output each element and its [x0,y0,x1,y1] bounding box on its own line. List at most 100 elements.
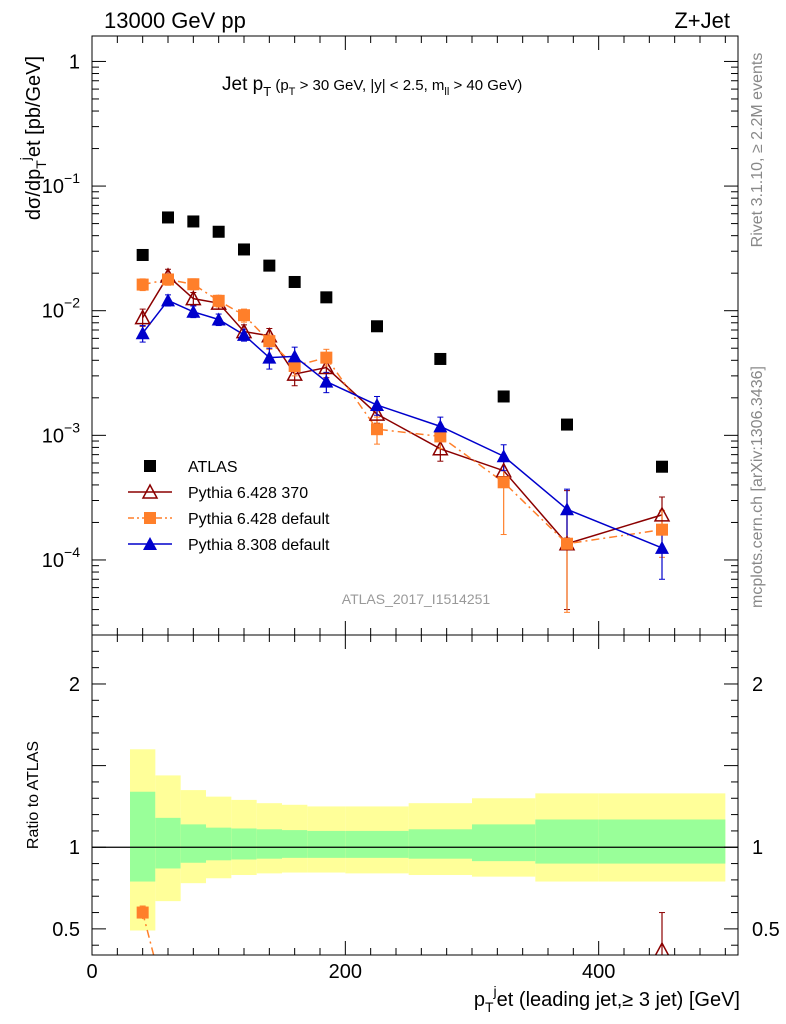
xlabel-main: p [474,989,485,1011]
uncertainty-band-green [598,819,726,864]
data-point-p6_370 [368,405,386,421]
ratio-point-p6_def [136,906,149,919]
data-point-atlas [288,275,301,288]
ratio-line-p6_def [141,912,155,955]
data-point-p6_370 [432,440,449,456]
y-tick-label-base: 10 [42,550,64,572]
data-point-p6_370 [318,358,335,375]
y-tick-label: 10−2 [42,295,80,323]
data-point-atlas [497,390,510,403]
title-cuts-sub: T [289,86,296,98]
uncertainty-band-green [155,817,181,869]
data-point-atlas [162,211,174,224]
uncertainty-band-green [282,830,308,858]
y-tick-label: 10−1 [42,170,80,198]
header-left: 13000 GeV pp [104,8,246,33]
xlabel-sub: T [485,999,494,1015]
data-point-p8_def [496,449,511,463]
data-point-p6_def [263,335,276,348]
data-point-p8_def [211,312,226,326]
data-point-p6_def [136,278,149,291]
data-point-atlas [212,225,225,238]
data-point-p6_def [371,423,383,436]
title-cuts-rest1: > 30 GeV, |y| < 2.5, m [295,77,444,94]
ratio-y-tick-label-right: 1 [752,837,763,859]
uncertainty-band-green [345,830,409,858]
data-point-p8_def [237,327,251,341]
legend-marker-p8_def [143,537,157,550]
y-tick-label-exp: −2 [64,295,80,311]
mcplots-label: mcplots.cern.ch [arXiv:1306.3436] [749,366,766,608]
data-point-p8_def [262,350,277,364]
x-tick-label: 200 [329,961,362,983]
title-main-sub: T [263,84,271,99]
y-tick-label-exp: −3 [64,419,80,435]
ratio-y-tick-label-left: 0.5 [52,919,80,941]
data-point-atlas [238,243,250,256]
data-point-atlas [656,460,668,473]
ylabel-main: dσ/dp [23,169,45,220]
rivet-label: Rivet 3.1.10, ≥ 2.2M events [749,53,766,248]
data-point-p6_def [434,430,447,443]
data-point-p8_def [560,502,574,516]
legend-label-p8_def: Pythia 8.308 default [188,537,330,554]
y-tick-label: 10−4 [42,544,80,572]
data-point-p6_def [162,273,174,286]
legend-marker-p6_370 [141,483,159,499]
data-point-atlas [263,259,276,272]
y-tick-label-exp: −1 [64,170,80,186]
data-point-atlas [187,215,200,228]
uncertainty-band-green [535,819,599,864]
data-point-atlas [371,320,383,333]
ratio-ylabel: Ratio to ATLAS [25,741,42,849]
main-title: Jet pT (pT > 30 GeV, |y| < 2.5, mll > 40… [222,74,522,99]
data-point-p6_def [288,360,301,373]
ratio-point-p6_370 [654,941,670,955]
data-point-p8_def [186,304,201,318]
legend-marker-atlas [144,460,156,472]
xlabel: pTjet (leading jet,≥ 3 jet) [GeV] [474,983,740,1015]
title-cuts-sub2: ll [444,86,449,98]
y-tick-label: 10−3 [42,419,80,447]
data-point-p6_def [187,278,200,291]
uncertainty-band-green [472,824,536,862]
ratio-y-tick-label-left: 1 [69,837,80,859]
xlabel-sup: j [493,983,497,999]
legend-label-p6_def: Pythia 6.428 default [188,511,330,528]
data-point-p6_370 [185,290,202,306]
legend: ATLAS Pythia 6.428 370 Pythia 6.428 defaul… [128,459,330,554]
ylabel-sup: j [17,157,33,161]
legend-label-atlas: ATLAS [188,459,238,476]
data-point-p6_def [238,309,250,322]
ylabel-sub: T [33,160,49,169]
data-point-p6_def [561,537,573,550]
xlabel-rest: et (leading jet,≥ 3 jet) [GeV] [497,989,740,1011]
uncertainty-band-green [180,824,206,863]
ratio-y-tick-label-right: 2 [752,674,763,696]
main-ylabel: dσ/dpTjet [pb/GeV] [17,56,49,220]
y-tick-label: 1 [69,51,80,73]
header-right: Z+Jet [674,8,730,33]
data-point-p6_def [212,294,225,307]
data-point-p6_370 [286,365,303,381]
data-point-p6_def [497,476,510,489]
data-point-p6_370 [134,309,151,325]
legend-marker-p6_def [144,512,156,524]
title-cuts-rest2: > 40 GeV) [449,77,522,94]
y-tick-label-base: 10 [42,301,64,323]
uncertainty-band-green [307,830,346,858]
data-point-p8_def [319,374,334,388]
ratio-y-tick-label-right: 0.5 [752,919,780,941]
ratio-frame [91,634,739,956]
data-point-p8_def [433,419,448,433]
uncertainty-band-green [206,827,232,861]
ylabel-rest: et [pb/GeV] [23,56,45,157]
data-point-atlas [434,352,447,365]
data-point-atlas [136,248,149,261]
uncertainty-band-green [231,828,257,860]
data-point-p8_def [655,540,669,554]
title-cuts: (p [275,77,288,94]
main-panel: 110−110−210−310−4 [42,35,739,636]
data-point-atlas [320,291,333,304]
